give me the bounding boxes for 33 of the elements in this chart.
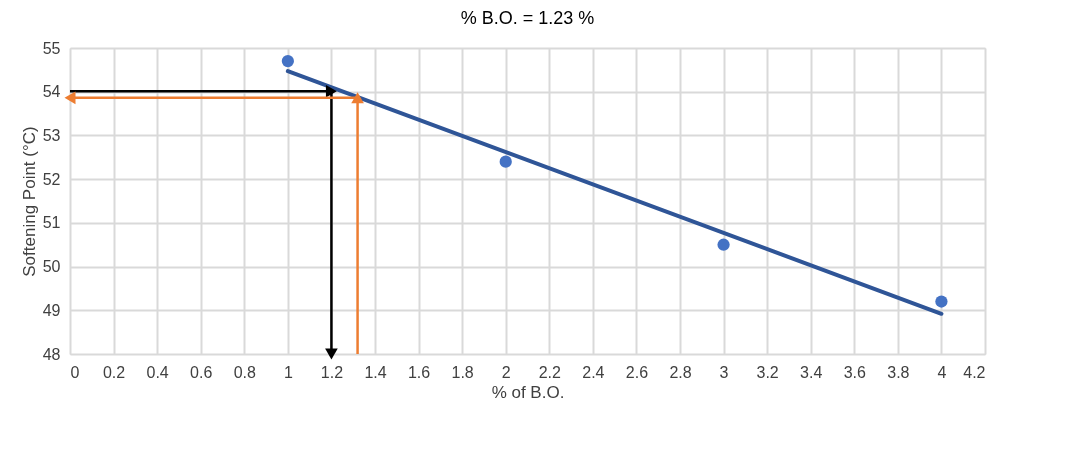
x-tick-label: 3.2 (756, 363, 779, 381)
x-tick-label: 2.8 (669, 363, 692, 381)
x-tick-label: 3 (719, 363, 729, 381)
x-tick-label: 2.2 (538, 363, 561, 381)
x-tick-label: 1.4 (364, 363, 387, 381)
x-tick-label: 0.8 (233, 363, 256, 381)
x-tick-label: 0.2 (102, 363, 126, 381)
x-tick-label: 2.4 (582, 363, 605, 381)
x-tick-label: 1.8 (451, 363, 474, 381)
x-tick-label: 3.8 (887, 363, 910, 381)
y-axis-title: Softening Point (°C) (19, 126, 39, 277)
x-tick-label: 2.6 (625, 363, 649, 381)
x-tick-label: 1.6 (407, 363, 431, 381)
x-tick-label: 1.2 (320, 363, 344, 381)
y-tick-label: 48 (42, 345, 61, 363)
x-tick-label: 3.4 (800, 363, 823, 381)
y-tick-label: 53 (42, 126, 61, 144)
x-tick-label: 0 (70, 363, 80, 381)
x-tick-label: 2 (501, 363, 511, 381)
y-tick-label: 49 (42, 301, 61, 319)
x-tick-label: 0.4 (146, 363, 169, 381)
y-tick-label: 55 (42, 39, 61, 57)
y-tick-label: 52 (42, 170, 61, 188)
x-tick-label: 1 (283, 363, 293, 381)
x-tick-label: 0.6 (190, 363, 213, 381)
chart-title: % B.O. = 1.23 % (460, 8, 595, 28)
x-tick-label: 4 (937, 363, 947, 381)
x-tick-label: 4.2 (963, 363, 986, 381)
y-tick-label: 51 (42, 214, 61, 232)
y-tick-label: 50 (42, 258, 61, 276)
x-axis-title: % of B.O. (491, 382, 565, 402)
x-tick-label: 3.6 (843, 363, 866, 381)
y-tick-label: 54 (42, 83, 61, 101)
